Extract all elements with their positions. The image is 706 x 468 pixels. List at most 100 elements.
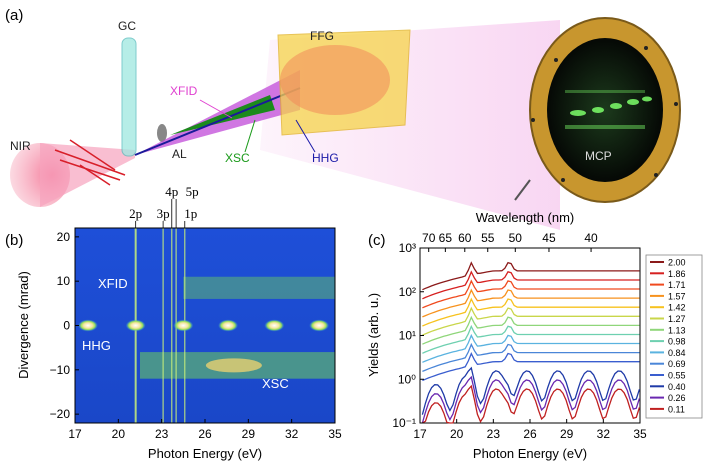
heatmap-label-xsc: XSC xyxy=(262,376,289,391)
mcp-pattern xyxy=(565,90,652,129)
heatmap-xtick-label: 20 xyxy=(112,427,126,441)
yield-top-tick-label: 50 xyxy=(509,231,523,245)
legend-label: 2.00 xyxy=(668,258,686,268)
yield-series-0.26 xyxy=(421,375,641,424)
heatmap-xtick-label: 32 xyxy=(285,427,299,441)
line-marker-label-3p: 3p xyxy=(157,206,170,221)
label-ffg: FFG xyxy=(310,29,334,43)
yield-ytick-label: 10² xyxy=(399,285,416,299)
label-xsc: XSC xyxy=(225,151,250,165)
panel-c-tag: (c) xyxy=(368,232,386,249)
heatmap-ylabel: Divergence (mrad) xyxy=(16,271,31,379)
heatmap-ytick-label: −20 xyxy=(50,407,71,421)
line-marker-label-4p: 4p xyxy=(165,184,178,199)
yield-series-2.00 xyxy=(422,261,640,291)
yield-xtick-label: 20 xyxy=(450,427,464,441)
yield-series-1.86 xyxy=(422,270,640,300)
yield-series-1.71 xyxy=(422,279,640,309)
yield-series-1.27 xyxy=(422,306,640,336)
heatmap-content xyxy=(78,228,335,423)
legend-label: 0.26 xyxy=(668,393,686,403)
yield-series-0.98 xyxy=(422,324,640,354)
heatmap-xtick-label: 26 xyxy=(198,427,212,441)
yield-legend: 2.001.861.711.57 1.421.271.13 0.980.840.69… xyxy=(645,254,703,419)
yield-top-tick-label: 40 xyxy=(584,231,598,245)
xsc-cone xyxy=(170,95,275,135)
harmonic-peak-5 xyxy=(309,319,330,332)
legend-label: 0.40 xyxy=(668,382,686,392)
legend-label: 1.27 xyxy=(668,314,686,324)
legend-label: 0.11 xyxy=(668,404,685,414)
heatmap-xlabel: Photon Energy (eV) xyxy=(148,446,262,461)
yield-xtick-label: 17 xyxy=(413,427,427,441)
label-mcp: MCP xyxy=(585,149,612,163)
heatmap-ytick-label: 0 xyxy=(63,319,70,333)
yield-series-1.57 xyxy=(422,288,640,318)
yield-xtick-label: 32 xyxy=(597,427,611,441)
yield-xlabel: Photon Energy (eV) xyxy=(473,446,587,461)
aperture-lens xyxy=(157,124,167,142)
heatmap-plot-area xyxy=(74,227,336,424)
legend-label: 1.57 xyxy=(668,291,686,301)
harmonic-peak-1 xyxy=(125,319,146,332)
heatmap-axes: 17 20 23 26 29 32 35 20 10 0 −10 −20 2p 3p 4p 5p 1p xyxy=(50,184,342,441)
label-gc: GC xyxy=(118,19,136,33)
yield-top-label: Wavelength (nm) xyxy=(476,210,575,225)
heatmap-ytick-label: 10 xyxy=(57,274,71,288)
heatmap-label-hhg: HHG xyxy=(82,338,111,353)
panel-b-tag: (b) xyxy=(5,232,23,249)
line-marker-label-2p: 2p xyxy=(129,206,142,221)
leader-xfid xyxy=(199,99,233,119)
yield-series-0.40 xyxy=(421,366,641,415)
yield-xtick-label: 35 xyxy=(633,427,647,441)
harmonic-peak-2 xyxy=(173,319,194,332)
ffg-spot xyxy=(280,45,390,115)
legend-label: 1.13 xyxy=(668,325,686,335)
xsc-core xyxy=(205,358,262,373)
legend-label: 1.86 xyxy=(668,269,686,279)
yield-series-0.11 xyxy=(422,384,641,424)
heatmap-label-xfid: XFID xyxy=(98,276,128,291)
harmonic-peak-4 xyxy=(264,319,285,332)
gas-cell xyxy=(121,37,137,157)
legend-label: 0.98 xyxy=(668,337,686,347)
nir-cone xyxy=(40,143,135,207)
legend-label: 1.71 xyxy=(668,280,686,290)
legend-label: 1.42 xyxy=(668,303,686,313)
yield-top-tick-label: 60 xyxy=(458,231,472,245)
mcp-bolts xyxy=(531,46,678,182)
legend-label: 0.69 xyxy=(668,359,686,369)
panel-a: (a) GC FFG XFID NIR AL XSC HHG MCP xyxy=(5,7,681,230)
yield-lines xyxy=(421,261,641,424)
heatmap-ytick-label: −10 xyxy=(50,363,71,377)
label-hhg: HHG xyxy=(312,151,339,165)
legend-label: 0.84 xyxy=(668,348,686,358)
yield-top-tick-label: 55 xyxy=(481,231,495,245)
panel-c: (c) 17 20 23 26 29 32 35 10³ 10² 10¹ 10⁰ 10⁻¹ 70 65 60… xyxy=(366,210,703,461)
heatmap-ytick-label: 20 xyxy=(57,230,71,244)
legend-label: 0.55 xyxy=(668,371,686,381)
mcp-screen xyxy=(547,38,663,182)
label-xfid: XFID xyxy=(170,84,198,98)
yield-ylabel: Yields (arb. u.) xyxy=(366,293,381,377)
yield-xtick-label: 23 xyxy=(487,427,501,441)
yield-top-tick-label: 45 xyxy=(542,231,556,245)
yield-series-1.13 xyxy=(422,315,640,345)
xfid-cone xyxy=(135,70,300,155)
label-al: AL xyxy=(172,147,187,161)
line-marker-label-5p: 5p xyxy=(186,184,199,199)
line-marker-label-1p: 1p xyxy=(184,206,197,221)
yield-ytick-label: 10⁰ xyxy=(398,372,416,386)
legend-box xyxy=(645,254,703,419)
yield-xtick-label: 29 xyxy=(560,427,574,441)
yield-axes: 17 20 23 26 29 32 35 10³ 10² 10¹ 10⁰ 10⁻¹ 70 65 60 55 50… xyxy=(392,231,647,441)
panel-a-tag: (a) xyxy=(5,7,23,24)
yield-top-tick-label: 65 xyxy=(439,231,453,245)
heatmap-xtick-label: 29 xyxy=(242,427,256,441)
leader-hhg xyxy=(295,119,316,153)
yield-series-0.55 xyxy=(422,352,640,382)
harmonic-peak-0 xyxy=(78,319,98,332)
heatmap-xtick-label: 23 xyxy=(155,427,169,441)
